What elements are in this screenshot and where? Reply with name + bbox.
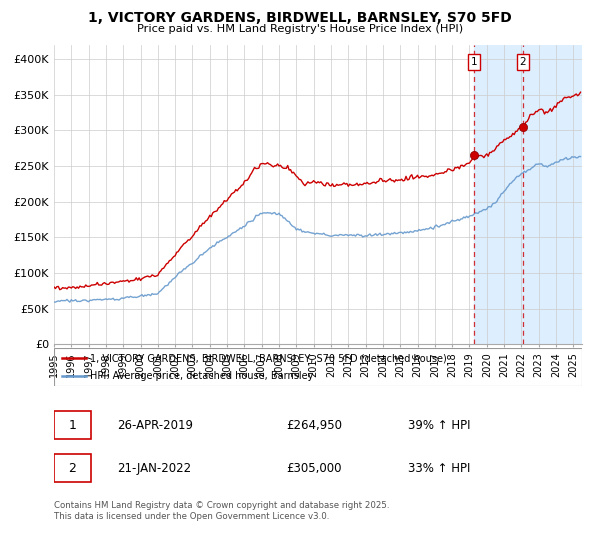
Text: 1, VICTORY GARDENS, BIRDWELL, BARNSLEY, S70 5FD (detached house): 1, VICTORY GARDENS, BIRDWELL, BARNSLEY, … (90, 353, 446, 363)
Text: 1, VICTORY GARDENS, BIRDWELL, BARNSLEY, S70 5FD: 1, VICTORY GARDENS, BIRDWELL, BARNSLEY, … (88, 11, 512, 25)
Text: 1: 1 (68, 418, 76, 432)
Text: 2: 2 (520, 57, 526, 67)
FancyBboxPatch shape (54, 411, 91, 439)
Text: HPI: Average price, detached house, Barnsley: HPI: Average price, detached house, Barn… (90, 371, 313, 381)
Text: £264,950: £264,950 (286, 418, 343, 432)
Text: 26-APR-2019: 26-APR-2019 (118, 418, 193, 432)
Text: 2: 2 (68, 461, 76, 475)
Text: Price paid vs. HM Land Registry's House Price Index (HPI): Price paid vs. HM Land Registry's House … (137, 24, 463, 34)
Text: 21-JAN-2022: 21-JAN-2022 (118, 461, 191, 475)
Text: 33% ↑ HPI: 33% ↑ HPI (408, 461, 470, 475)
Point (469, 151, 479, 160)
Text: 1: 1 (470, 57, 477, 67)
Text: Contains HM Land Registry data © Crown copyright and database right 2025.
This d: Contains HM Land Registry data © Crown c… (54, 501, 389, 521)
Text: £305,000: £305,000 (286, 461, 342, 475)
FancyBboxPatch shape (54, 455, 91, 482)
Text: 39% ↑ HPI: 39% ↑ HPI (408, 418, 470, 432)
Bar (474, 45, 582, 344)
Point (518, 122, 527, 131)
